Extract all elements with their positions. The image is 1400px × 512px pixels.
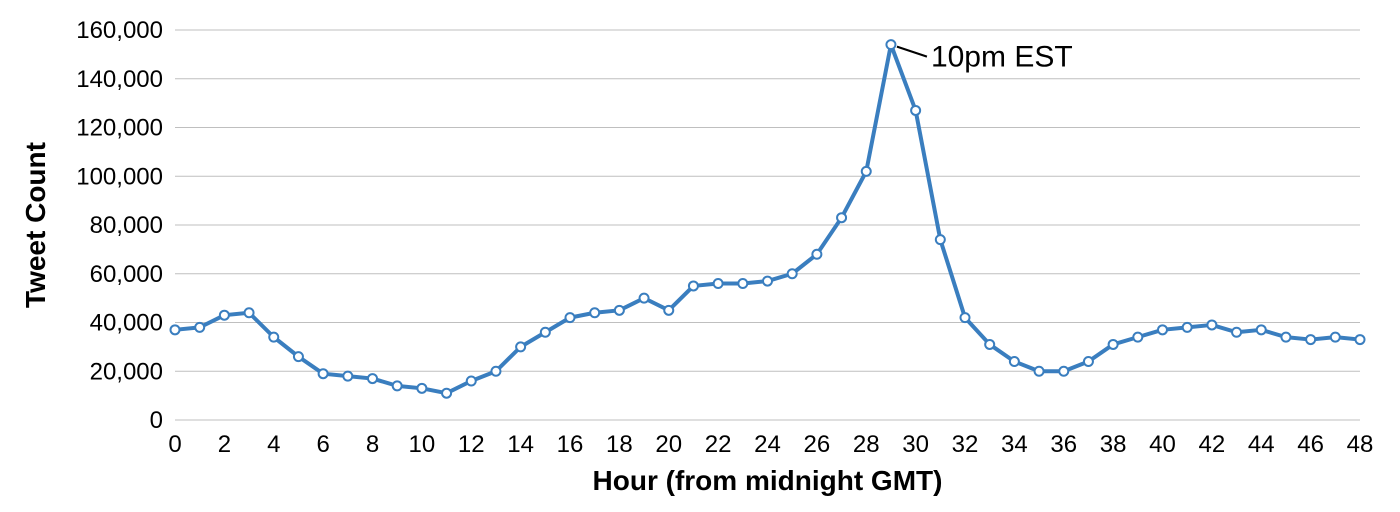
- x-tick-label: 2: [218, 431, 231, 458]
- series-marker: [812, 250, 821, 259]
- y-tick-label: 120,000: [76, 115, 163, 142]
- series-marker: [911, 106, 920, 115]
- chart-bg: [0, 0, 1400, 512]
- series-marker: [1084, 357, 1093, 366]
- series-marker: [491, 367, 500, 376]
- series-marker: [220, 311, 229, 320]
- x-tick-label: 28: [853, 431, 880, 458]
- y-tick-label: 40,000: [90, 310, 163, 337]
- x-tick-label: 14: [507, 431, 534, 458]
- series-marker: [1183, 323, 1192, 332]
- x-tick-label: 46: [1297, 431, 1324, 458]
- x-tick-label: 20: [655, 431, 682, 458]
- x-tick-label: 6: [316, 431, 329, 458]
- series-marker: [368, 374, 377, 383]
- x-tick-label: 18: [606, 431, 633, 458]
- series-marker: [442, 389, 451, 398]
- series-marker: [837, 213, 846, 222]
- x-tick-label: 38: [1100, 431, 1127, 458]
- y-tick-label: 80,000: [90, 212, 163, 239]
- series-marker: [862, 167, 871, 176]
- series-marker: [640, 294, 649, 303]
- series-marker: [1010, 357, 1019, 366]
- series-marker: [1158, 325, 1167, 334]
- series-marker: [1356, 335, 1365, 344]
- series-marker: [1331, 333, 1340, 342]
- series-marker: [615, 306, 624, 315]
- series-marker: [1059, 367, 1068, 376]
- x-tick-label: 26: [804, 431, 831, 458]
- series-marker: [936, 235, 945, 244]
- series-marker: [195, 323, 204, 332]
- series-marker: [1257, 325, 1266, 334]
- y-tick-label: 20,000: [90, 358, 163, 385]
- series-marker: [294, 352, 303, 361]
- x-tick-label: 10: [409, 431, 436, 458]
- series-marker: [664, 306, 673, 315]
- y-tick-label: 0: [150, 407, 163, 434]
- series-marker: [269, 333, 278, 342]
- series-marker: [245, 308, 254, 317]
- series-marker: [714, 279, 723, 288]
- series-marker: [1306, 335, 1315, 344]
- x-tick-label: 36: [1050, 431, 1077, 458]
- x-tick-label: 40: [1149, 431, 1176, 458]
- series-marker: [1232, 328, 1241, 337]
- series-marker: [961, 313, 970, 322]
- x-tick-label: 16: [557, 431, 584, 458]
- annotation-label: 10pm EST: [931, 41, 1073, 74]
- x-tick-label: 30: [902, 431, 929, 458]
- series-marker: [1207, 320, 1216, 329]
- series-marker: [417, 384, 426, 393]
- series-marker: [343, 372, 352, 381]
- series-marker: [541, 328, 550, 337]
- x-tick-label: 44: [1248, 431, 1275, 458]
- series-marker: [763, 277, 772, 286]
- y-tick-label: 140,000: [76, 66, 163, 93]
- x-tick-label: 12: [458, 431, 485, 458]
- x-tick-label: 8: [366, 431, 379, 458]
- series-marker: [393, 381, 402, 390]
- series-marker: [1109, 340, 1118, 349]
- x-tick-label: 24: [754, 431, 781, 458]
- series-marker: [1281, 333, 1290, 342]
- x-tick-label: 34: [1001, 431, 1028, 458]
- tweet-count-chart: 0 20,000 40,000 60,000 80,000 100,000 120,000 1…: [0, 0, 1400, 512]
- x-tick-label: 22: [705, 431, 732, 458]
- series-marker: [319, 369, 328, 378]
- x-tick-label: 4: [267, 431, 280, 458]
- series-marker: [1133, 333, 1142, 342]
- x-tick-label: 32: [952, 431, 979, 458]
- y-axis-label: Tweet Count: [20, 142, 51, 308]
- series-marker: [171, 325, 180, 334]
- series-marker: [566, 313, 575, 322]
- x-tick-label: 48: [1347, 431, 1374, 458]
- series-marker: [516, 342, 525, 351]
- series-marker: [886, 40, 895, 49]
- x-axis-label: Hour (from midnight GMT): [593, 465, 943, 496]
- series-marker: [467, 377, 476, 386]
- y-tick-label: 100,000: [76, 163, 163, 190]
- y-tick-label: 160,000: [76, 17, 163, 44]
- series-marker: [738, 279, 747, 288]
- chart-svg: 0 20,000 40,000 60,000 80,000 100,000 120,000 1…: [0, 0, 1400, 512]
- series-marker: [590, 308, 599, 317]
- x-tick-label: 42: [1199, 431, 1226, 458]
- y-tick-label: 60,000: [90, 261, 163, 288]
- series-marker: [788, 269, 797, 278]
- series-marker: [985, 340, 994, 349]
- series-marker: [689, 281, 698, 290]
- x-tick-label: 0: [168, 431, 181, 458]
- series-marker: [1035, 367, 1044, 376]
